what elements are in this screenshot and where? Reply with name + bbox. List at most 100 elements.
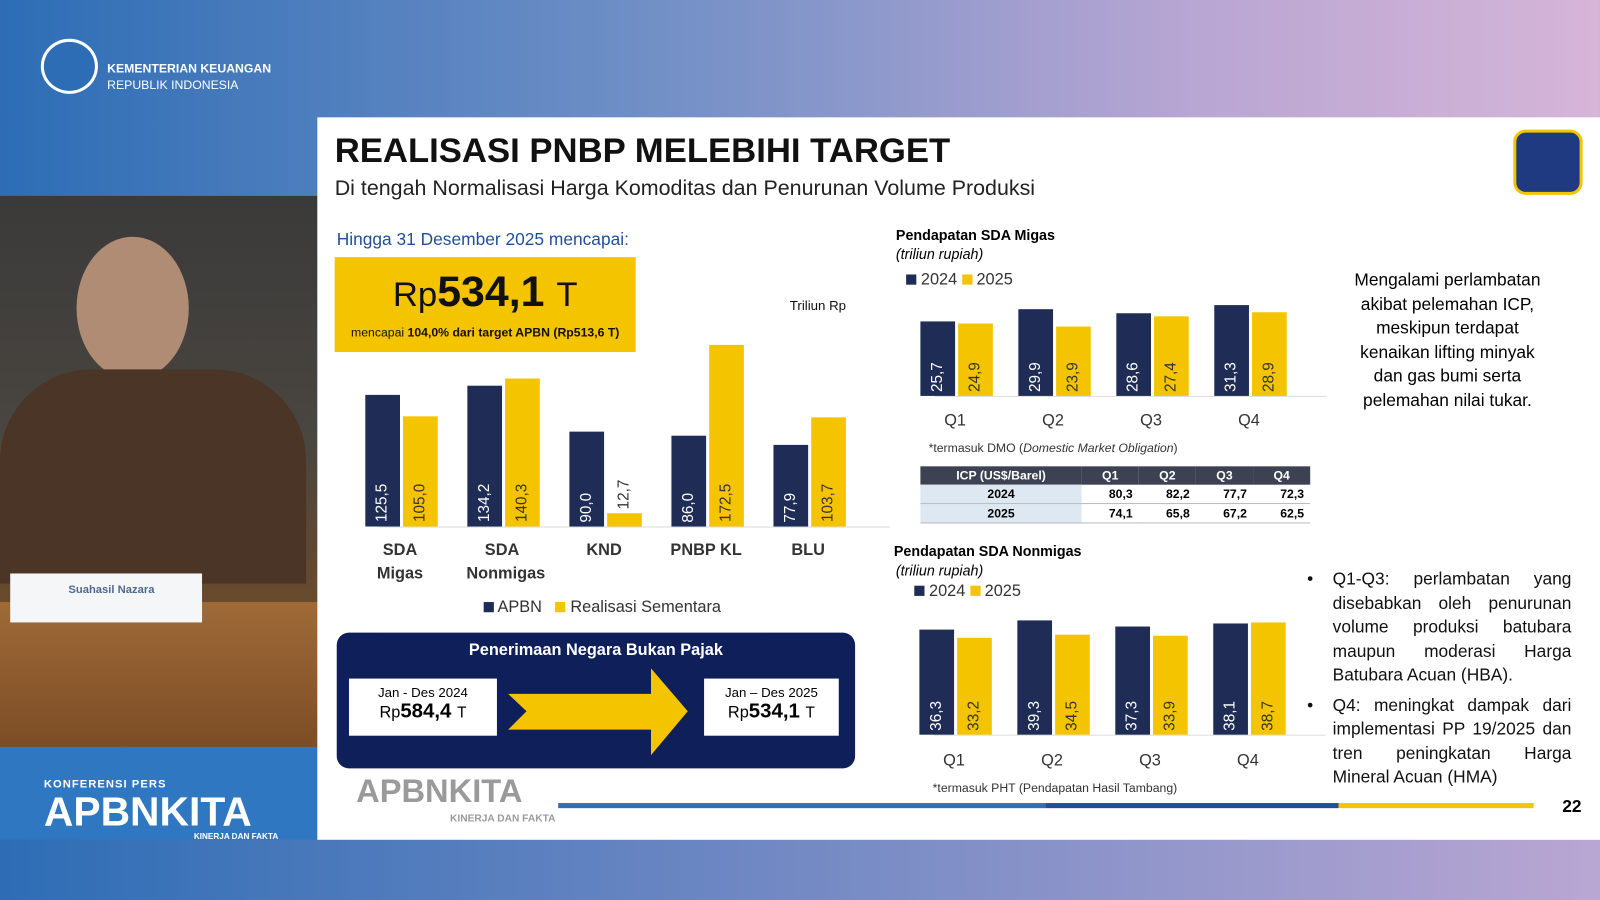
bar-2025: 24,9 (958, 323, 993, 396)
icp-cell: 2024 (920, 484, 1082, 504)
period-2025: Jan – Des 2025 (724, 684, 818, 700)
migas-note: *termasuk DMO (Domestic Market Obligatio… (929, 441, 1178, 455)
as-of-text: Hingga 31 Desember 2025 mencapai: (336, 229, 629, 249)
icp-cell: 77,7 (1223, 486, 1247, 502)
table-row: 2025 74,1 65,8 67,2 62,5 (920, 503, 1311, 523)
bar-2024: 38,1 (1213, 623, 1248, 735)
category-label: Q4 (1238, 412, 1260, 430)
bar-value-label: 38,7 (1259, 700, 1277, 731)
note-post: ) (1173, 440, 1178, 456)
bullet-text: Q4: meningkat dampak dari implementasi P… (1332, 695, 1572, 787)
nonmigas-note: *termasuk PHT (Pendapatan Hasil Tambang) (932, 780, 1178, 795)
ministry-logo-icon (40, 38, 98, 94)
desk (0, 602, 318, 747)
migas-title: Pendapatan SDA Migas (895, 226, 1055, 243)
bar-2025: 34,5 (1055, 634, 1090, 735)
conference-tagline: KINERJA DAN FAKTA (193, 831, 279, 841)
icp-table: ICP (US$/Barel) Q1 Q2 Q3 Q4 2024 80,3 82,2 77,7 7… (920, 466, 1311, 523)
prefix-2024: Rp (379, 704, 401, 722)
bar-value-label: 33,9 (1161, 700, 1179, 731)
category-label: Q3 (1140, 412, 1162, 430)
bar-value-label: 37,3 (1123, 700, 1141, 731)
table-row: 2024 80,3 82,2 77,7 72,3 (920, 484, 1311, 504)
migas-chart: 25,7 24,9 Q1 29,9 23,9 Q2 28,6 27,4 Q3 31,3 28,9 Q4 (317, 117, 1337, 444)
bullet-item: • Q1-Q3: perlambatan yang disebabkan oleh… (1307, 567, 1572, 687)
ministry-emblem-icon (1513, 129, 1583, 195)
icp-cell: 72,3 (1280, 486, 1305, 502)
total-prefix: Rp (392, 275, 438, 315)
bar-value-label: 34,5 (1063, 700, 1081, 731)
chart-baseline (933, 734, 1326, 736)
legend-swatch-2024 (906, 274, 917, 285)
bar-2024: 37,3 (1115, 626, 1150, 735)
bullet-dot: • (1307, 695, 1314, 715)
legend-2024: 2024 (920, 271, 958, 289)
total-note-bold: 104,0% dari target APBN (Rp513,6 T) (407, 325, 620, 340)
legend-swatch-apbn (483, 602, 494, 613)
top-band: KEMENTERIAN KEUANGAN REPUBLIK INDONESIA (0, 0, 1600, 117)
legend-apbn: APBN (497, 598, 542, 617)
bar-apbn: 90,0 (569, 431, 605, 527)
nonmigas-chart: 36,3 33,2 Q1 39,3 34,5 Q2 37,3 33,9 Q3 38,1 38,7 Q4 (317, 117, 1337, 780)
bar-apbn: 77,9 (773, 444, 809, 527)
legend-2025: 2025 (984, 582, 1021, 600)
period-2024: Jan - Des 2024 (377, 684, 468, 700)
name-plate: Suahasil Nazara (10, 573, 203, 623)
category-label: Q1 (943, 752, 965, 770)
bar-2024: 36,3 (919, 629, 955, 735)
speaker-video: Suahasil Nazara (0, 195, 318, 747)
category-label: SDA Nonmigas (466, 541, 546, 583)
icp-cell: 62,5 (1280, 506, 1305, 521)
comparison-2024: Jan - Des 2024 Rp584,4 T (348, 678, 497, 736)
category-label: Q2 (1042, 412, 1064, 430)
page-number: 22 (1562, 796, 1582, 817)
speaker-name: Suahasil Nazara (68, 583, 155, 596)
prefix-2025: Rp (727, 704, 749, 722)
bar-2024: 31,3 (1214, 305, 1249, 396)
pnbp-chart: 125,5 105,0 SDA Migas 134,2 140,3 SDA Nonmiga… (317, 117, 890, 607)
org-line1: KEMENTERIAN KEUANGAN (107, 61, 272, 76)
org-line2: REPUBLIK INDONESIA (107, 77, 239, 92)
nonmigas-legend: 2024 2025 (914, 583, 1021, 601)
migas-legend: 2024 2025 (906, 271, 1013, 289)
conference-brand: APBNKITA (43, 789, 252, 835)
legend-realisasi: Realisasi Sementara (570, 598, 721, 617)
unit-label: Triliun Rp (789, 297, 847, 314)
footer-brand: APBNKITA (356, 772, 523, 810)
bar-value-label: 38,1 (1221, 700, 1239, 731)
bar-2024: 29,9 (1018, 309, 1054, 396)
legend-2025: 2025 (976, 271, 1013, 289)
bar-2024: 28,6 (1116, 313, 1152, 396)
legend-2024: 2024 (929, 582, 966, 600)
slide: REALISASI PNBP MELEBIHI TARGET Di tengah… (317, 117, 1600, 840)
icp-header: ICP (US$/Barel) (920, 466, 1082, 485)
chart-baseline (934, 395, 1327, 397)
chart-baseline (379, 526, 890, 528)
bar-value-label: 36,3 (927, 700, 945, 731)
total-box: Rp534,1 T mencapai 104,0% dari target AP… (334, 257, 636, 353)
bar-realisasi-sementara: 103,7 (811, 417, 846, 527)
total-note: mencapai (351, 325, 408, 340)
bar-realisasi-sementara: 105,0 (403, 416, 438, 527)
bottom-band (0, 839, 1600, 900)
pnbp-legend: APBN Realisasi Sementara (483, 598, 721, 617)
value-2025: 534,1 (748, 699, 800, 723)
arrow-right-icon (508, 668, 688, 756)
bar-realisasi-sementara: 172,5 (709, 345, 744, 527)
comparison-2025: Jan – Des 2025 Rp534,1 T (704, 678, 839, 736)
migas-unit: (triliun rupiah) (895, 245, 984, 263)
legend-swatch-2025 (969, 585, 981, 596)
bar-2025: 27,4 (1154, 316, 1189, 396)
comparison-title: Penerimaan Negara Bukan Pajak (468, 641, 723, 660)
nonmigas-title: Pendapatan SDA Nonmigas (893, 542, 1082, 560)
speaker-body (0, 369, 307, 584)
bar-2025: 33,2 (957, 638, 992, 735)
icp-cell: 67,2 (1223, 506, 1247, 521)
legend-swatch-2024 (914, 585, 925, 596)
category-label: SDA Migas (376, 541, 424, 583)
conference-badge: KONFERENSI PERS APBNKITA KINERJA DAN FAK… (0, 746, 318, 841)
footer-tagline: KINERJA DAN FAKTA (449, 813, 556, 825)
total-value: 534,1 (437, 267, 545, 316)
bullet-text: Q1-Q3: perlambatan yang disebabkan oleh … (1332, 569, 1572, 685)
category-label: Q3 (1139, 752, 1161, 770)
